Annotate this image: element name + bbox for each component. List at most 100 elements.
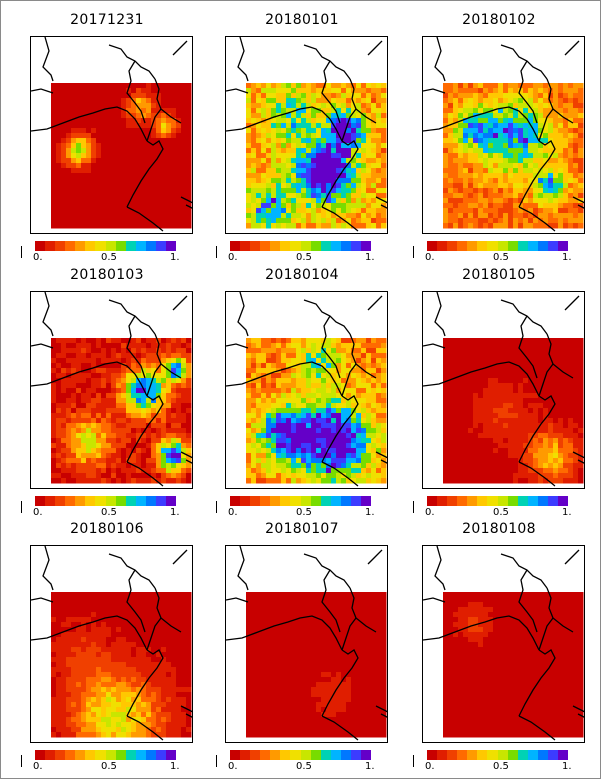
border-line: [423, 361, 540, 397]
colorbar-swatch: [260, 750, 271, 760]
map-panel: 20180104 0. 0.5 1.: [212, 263, 392, 518]
map-frame: [30, 291, 193, 489]
colorbar-swatch: [527, 241, 538, 251]
border-line: [434, 37, 446, 82]
colorbar-swatch: [95, 241, 106, 251]
border-line: [349, 587, 377, 633]
colorbar-swatch: [65, 241, 76, 251]
colorbar-swatch: [145, 750, 156, 760]
colorbar-swatch: [427, 241, 438, 251]
colorbar-swatch: [537, 241, 548, 251]
colorbar-swatch: [340, 750, 351, 760]
colorbar-swatch: [300, 496, 311, 506]
border-line: [321, 140, 359, 208]
border-line: [423, 615, 540, 651]
colorbar-swatch: [45, 750, 56, 760]
colorbar-swatch: [55, 750, 66, 760]
field-cells: [51, 83, 192, 229]
colorbar-tick-label: 1.: [170, 761, 180, 772]
colorbar-swatch: [250, 496, 261, 506]
map-panel: 20180108 0. 0.5 1.: [409, 517, 589, 772]
field-cells: [246, 592, 387, 738]
map-panel: 20171231 0. 0.5 1.: [17, 8, 197, 263]
colorbar-swatch: [330, 241, 341, 251]
border-line: [538, 363, 554, 397]
colorbar-swatch: [547, 750, 559, 760]
border-line: [500, 299, 548, 335]
colorbar-edge-mark: [413, 755, 414, 767]
map-panel: 20180101 0. 0.5 1.: [212, 8, 392, 263]
border-line: [172, 295, 188, 311]
field-map: [226, 546, 387, 741]
border-line: [321, 649, 359, 717]
colorbar-swatch: [340, 496, 351, 506]
map-frame: [225, 291, 388, 489]
colorbar-swatch: [467, 241, 478, 251]
border-line: [577, 204, 584, 209]
border-line: [546, 78, 574, 124]
border-line: [564, 549, 580, 565]
colorbar-swatch: [125, 241, 136, 251]
border-line: [31, 343, 54, 349]
border-line: [154, 78, 182, 124]
colorbar-swatch: [477, 750, 488, 760]
border-line: [341, 617, 357, 651]
colorbar-edge-mark: [216, 755, 217, 767]
colorbar-swatch: [487, 750, 498, 760]
colorbar-tick-label: 0.5: [493, 761, 509, 772]
field-cells: [246, 83, 387, 229]
colorbar-edge-mark: [216, 246, 217, 258]
border-line: [126, 715, 164, 741]
colorbar-swatch: [85, 496, 96, 506]
panel-date-title: 20171231: [70, 12, 144, 28]
colorbar-tick-label: 1.: [562, 507, 572, 518]
colorbar-swatch: [55, 496, 66, 506]
border-line: [126, 461, 164, 487]
colorbar-swatch: [250, 750, 261, 760]
field-map: [31, 37, 192, 232]
colorbar-tick-label: 1.: [562, 761, 572, 772]
border-line: [564, 295, 580, 311]
border-line: [538, 617, 554, 651]
colorbar-tick-label: 0.5: [101, 507, 117, 518]
colorbar-swatch: [166, 241, 177, 251]
colorbar-swatch: [361, 241, 372, 251]
border-line: [172, 549, 188, 565]
panel-date-title: 20180108: [462, 521, 536, 537]
border-line: [126, 649, 164, 717]
colorbar-swatch: [310, 241, 321, 251]
colorbar-swatch: [437, 750, 448, 760]
map-panel: 20180106 0. 0.5 1.: [17, 517, 197, 772]
panel-date-title: 20180105: [462, 267, 536, 283]
panel-date-title: 20180107: [265, 521, 339, 537]
border-line: [367, 295, 383, 311]
border-line: [226, 88, 249, 94]
field-map: [31, 292, 192, 487]
colorbar-tick-label: 0.: [33, 507, 43, 518]
colorbar-tick-label: 0.5: [296, 252, 312, 263]
field-cells: [246, 338, 387, 484]
colorbar-swatch: [230, 496, 241, 506]
border-line: [518, 461, 556, 487]
colorbar-swatch: [75, 241, 86, 251]
colorbar: [427, 496, 569, 506]
colorbar: [427, 750, 569, 760]
colorbar-tick-label: 1.: [170, 507, 180, 518]
colorbar-swatch: [155, 241, 167, 251]
colorbar-tick-label: 0.5: [101, 761, 117, 772]
border-line: [349, 78, 377, 124]
border-line: [108, 44, 156, 80]
colorbar-swatch: [477, 241, 488, 251]
border-line: [226, 106, 343, 142]
field-map: [423, 546, 584, 741]
colorbar: [35, 496, 177, 506]
border-line: [146, 617, 162, 651]
map-frame: [225, 545, 388, 743]
border-line: [42, 292, 54, 337]
map-frame: [30, 36, 193, 234]
border-line: [380, 204, 387, 209]
field-map: [226, 37, 387, 232]
colorbar-swatch: [260, 496, 271, 506]
colorbar-swatch: [166, 496, 177, 506]
colorbar-swatch: [497, 750, 508, 760]
